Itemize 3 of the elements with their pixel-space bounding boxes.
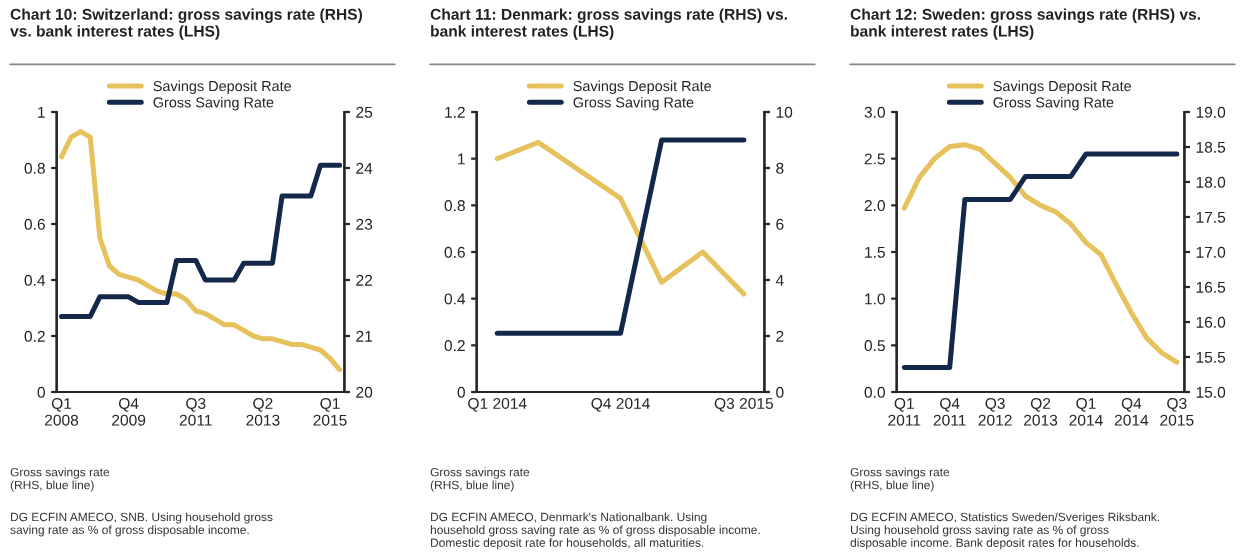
line-series bbox=[59, 129, 343, 373]
line-series bbox=[59, 162, 343, 319]
line-series bbox=[494, 139, 747, 297]
